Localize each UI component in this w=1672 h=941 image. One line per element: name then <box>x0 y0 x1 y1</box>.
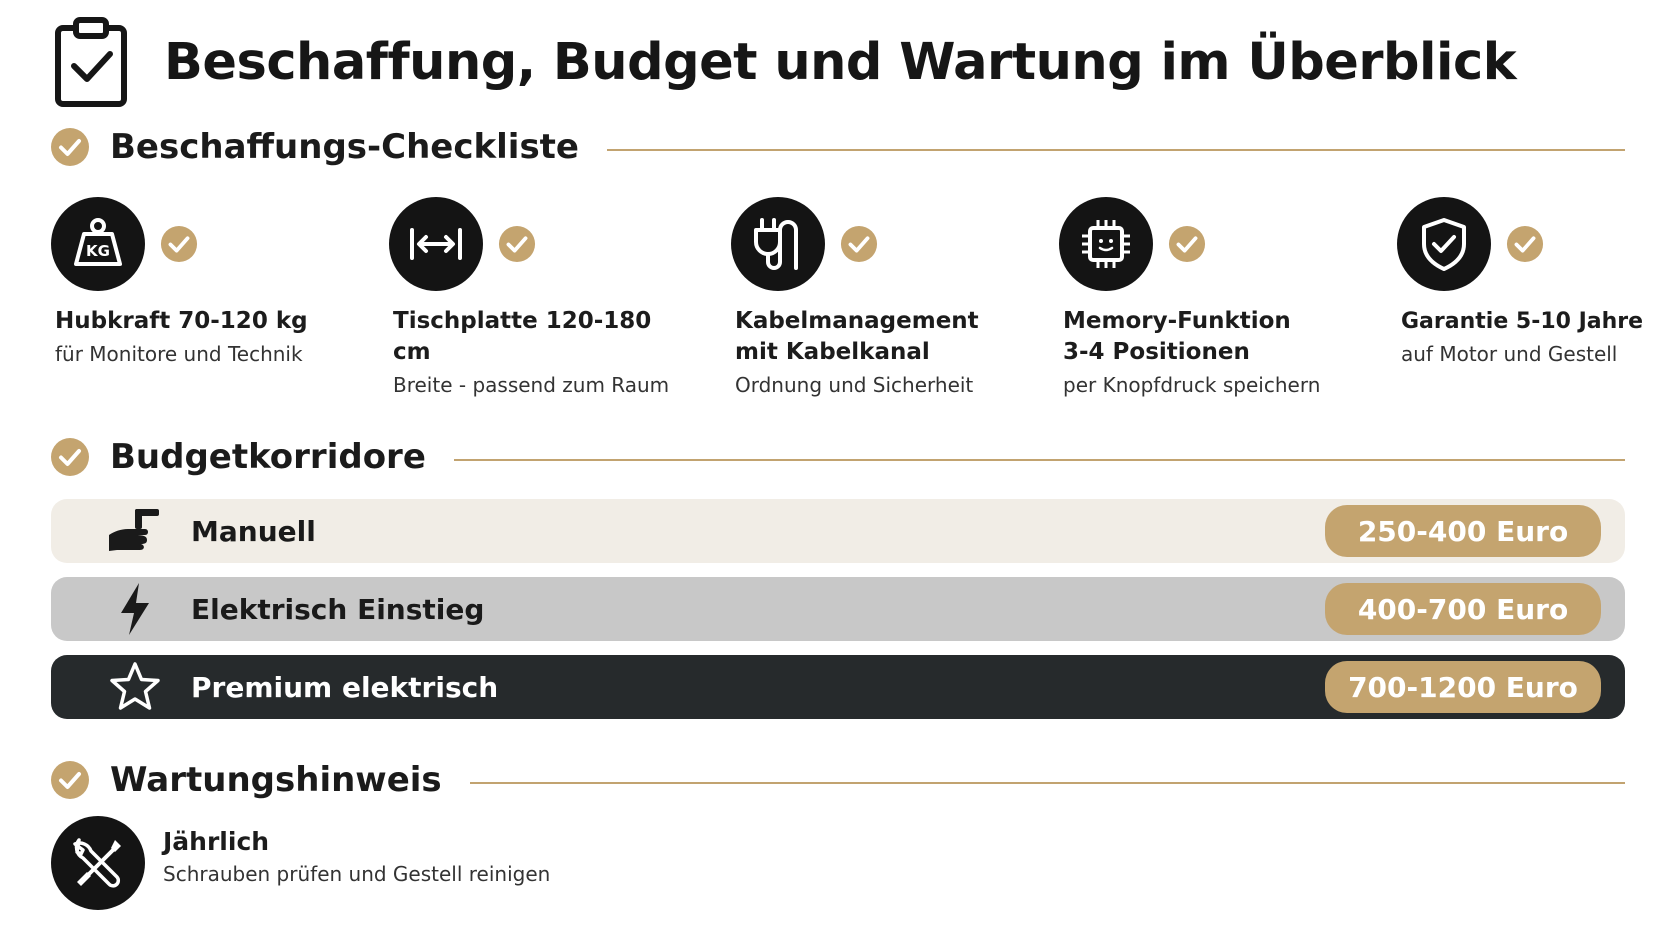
check-circle-icon <box>840 225 878 263</box>
section-divider <box>469 782 1625 784</box>
width-arrows-icon <box>389 197 483 291</box>
checklist-item-lift-capacity: KG Hubkraft 70-120 kg für Monitore und T… <box>51 196 351 369</box>
checklist-item-title: Tischplatte 120-180 cm <box>393 308 652 365</box>
budget-label: Elektrisch Einstieg <box>191 592 485 626</box>
checklist-item-subtitle: per Knopfdruck speichern <box>1063 373 1321 397</box>
checklist-item-subtitle: für Monitore und Technik <box>55 342 303 366</box>
section-divider <box>607 149 1625 151</box>
checklist-item-desk-width: Tischplatte 120-180 cm Breite - passend … <box>389 196 689 400</box>
check-circle-icon <box>498 225 536 263</box>
checklist-item-title-line: Memory-Funktion <box>1063 308 1291 334</box>
checklist-item-subtitle: Breite - passend zum Raum <box>393 373 670 397</box>
check-circle-icon <box>51 128 89 166</box>
budget-label: Premium elektrisch <box>191 670 499 704</box>
checklist-item-memory-function: Memory-Funktion 3-4 Positionen per Knopf… <box>1059 196 1359 400</box>
budget-price-badge: 250-400 Euro <box>1325 505 1601 557</box>
power-plug-icon <box>731 197 825 291</box>
section-title: Wartungshinweis <box>110 760 442 800</box>
budget-price-badge: 700-1200 Euro <box>1325 661 1601 713</box>
section-budget-heading: Budgetkorridore <box>50 434 1625 480</box>
maintenance-title: Jährlich <box>163 827 270 856</box>
budget-label: Manuell <box>191 514 316 548</box>
checklist-item-title: Memory-Funktion 3-4 Positionen <box>1063 306 1359 368</box>
lightning-icon <box>99 577 171 641</box>
chip-icon <box>1059 197 1153 291</box>
maintenance-subtitle: Schrauben prüfen und Gestell reinigen <box>163 862 551 886</box>
hand-crank-icon <box>99 499 171 563</box>
check-circle-icon <box>160 225 198 263</box>
svg-text:KG: KG <box>86 242 110 260</box>
checklist-item-cable-management: Kabelmanagement mit Kabelkanal Ordnung u… <box>731 196 1031 400</box>
page-header: Beschaffung, Budget und Wartung im Überb… <box>54 14 1517 110</box>
check-circle-icon <box>51 438 89 476</box>
section-title: Beschaffungs-Checkliste <box>110 127 579 167</box>
section-maintenance-heading: Wartungshinweis <box>50 757 1625 803</box>
weight-kg-icon: KG <box>51 197 145 291</box>
check-circle-icon <box>1168 225 1206 263</box>
checklist-item-title: Garantie 5-10 Jahre <box>1401 309 1644 334</box>
checklist-item-subtitle: Ordnung und Sicherheit <box>735 373 974 397</box>
checklist-item-title: Kabelmanagement mit Kabelkanal <box>735 306 1031 368</box>
shield-check-icon <box>1397 197 1491 291</box>
clipboard-check-icon <box>55 17 127 107</box>
check-circle-icon <box>1506 225 1544 263</box>
checklist-item-title-line: mit Kabelkanal <box>735 339 930 365</box>
budget-price-badge: 400-700 Euro <box>1325 583 1601 635</box>
maintenance-item: Jährlich Schrauben prüfen und Gestell re… <box>51 816 550 910</box>
budget-row-electric-entry: Elektrisch Einstieg 400-700 Euro <box>51 577 1625 641</box>
page-title: Beschaffung, Budget und Wartung im Überb… <box>164 32 1517 92</box>
checklist-item-title-line: 3-4 Positionen <box>1063 339 1250 365</box>
checklist-item-title: Hubkraft 70-120 kg <box>55 308 308 334</box>
section-checklist-heading: Beschaffungs-Checkliste <box>50 124 1625 170</box>
check-circle-icon <box>51 761 89 799</box>
section-title: Budgetkorridore <box>110 437 426 477</box>
budget-row-premium-electric: Premium elektrisch 700-1200 Euro <box>51 655 1625 719</box>
checklist-item-title-line: Kabelmanagement <box>735 308 979 334</box>
checklist-item-warranty: Garantie 5-10 Jahre auf Motor und Gestel… <box>1397 196 1659 369</box>
star-icon <box>99 655 171 719</box>
tools-icon <box>51 816 145 910</box>
section-divider <box>453 459 1625 461</box>
checklist-item-subtitle: auf Motor und Gestell <box>1401 342 1618 366</box>
budget-row-manual: Manuell 250-400 Euro <box>51 499 1625 563</box>
